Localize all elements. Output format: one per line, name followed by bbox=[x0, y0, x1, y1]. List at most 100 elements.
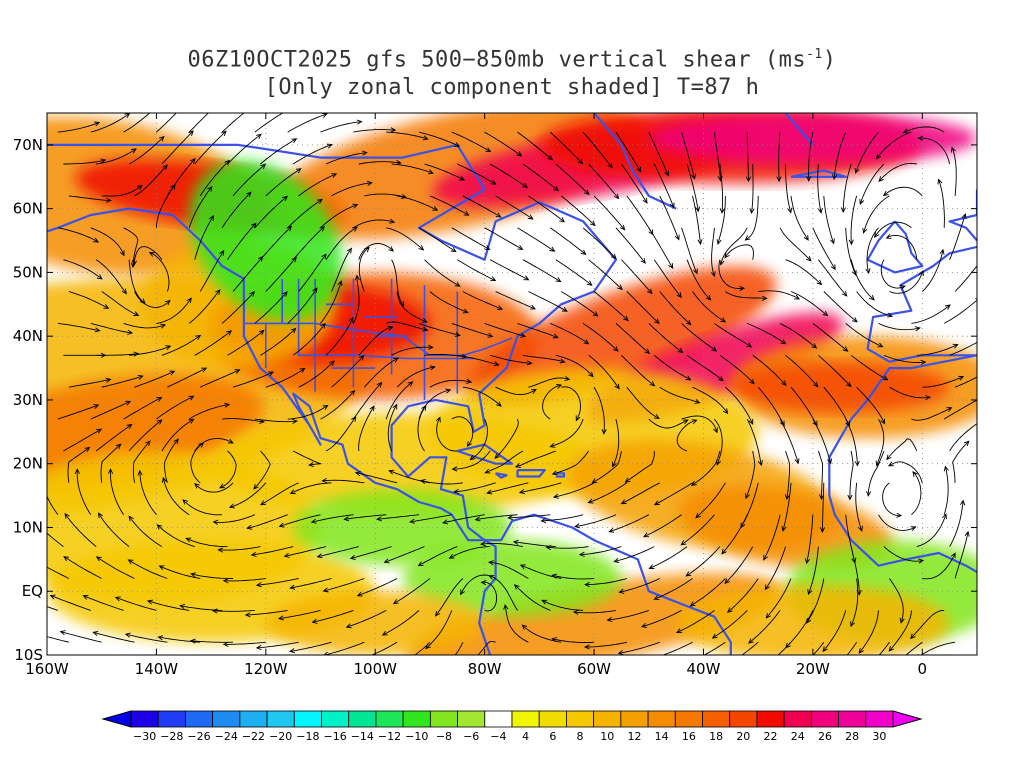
streamline-arrowhead bbox=[583, 644, 590, 650]
streamline bbox=[549, 131, 583, 164]
streamline-arrowhead bbox=[131, 259, 138, 266]
streamline bbox=[57, 404, 99, 420]
streamline-arrowhead bbox=[156, 397, 163, 402]
streamline-arrowhead bbox=[817, 207, 823, 214]
streamline bbox=[686, 546, 721, 577]
streamline-arrowhead bbox=[421, 318, 428, 323]
streamline-arrowhead bbox=[207, 185, 213, 192]
colorbar-label: −16 bbox=[323, 730, 346, 743]
streamline-arrowhead bbox=[858, 648, 864, 654]
streamline bbox=[358, 326, 393, 356]
streamline-arrowhead bbox=[942, 513, 947, 520]
streamline-arrowhead bbox=[277, 615, 284, 621]
streamline-arrowhead bbox=[522, 182, 528, 188]
streamline bbox=[662, 641, 693, 655]
streamline-arrowhead bbox=[435, 416, 441, 423]
streamline bbox=[134, 291, 171, 308]
streamline-arrowhead bbox=[463, 210, 470, 216]
colorbar-swatch bbox=[239, 710, 268, 728]
streamline-arrowhead bbox=[588, 371, 594, 378]
lat-tick-label: 70N bbox=[13, 136, 43, 154]
streamline bbox=[200, 369, 240, 388]
streamline bbox=[470, 418, 488, 460]
streamline bbox=[582, 131, 613, 168]
colorbar-label: 28 bbox=[845, 730, 859, 743]
streamline bbox=[451, 322, 493, 338]
streamline-arrowhead bbox=[757, 667, 762, 671]
coastline bbox=[494, 472, 508, 479]
streamline bbox=[842, 163, 852, 213]
streamline-arrowhead bbox=[289, 648, 296, 654]
streamline-arrowhead bbox=[804, 558, 810, 565]
streamline bbox=[47, 606, 59, 611]
streamline bbox=[387, 404, 398, 452]
streamline-arrowhead bbox=[92, 630, 99, 636]
streamline-arrowhead bbox=[246, 191, 252, 198]
streamline bbox=[764, 546, 786, 590]
streamline bbox=[287, 199, 323, 229]
streamline-arrowhead bbox=[685, 375, 692, 381]
streamline bbox=[287, 113, 327, 133]
title-prefix: 06Z10OCT2025 gfs 500−850mb vertical shea… bbox=[187, 47, 807, 73]
streamline-arrowhead bbox=[724, 578, 730, 585]
streamline-arrowhead bbox=[584, 581, 590, 588]
streamline-arrowhead bbox=[545, 544, 552, 551]
streamline-arrowhead bbox=[148, 252, 155, 257]
streamline-arrowhead bbox=[107, 468, 114, 474]
streamline-arrowhead bbox=[765, 612, 771, 619]
streamline bbox=[686, 163, 699, 212]
streamline bbox=[125, 633, 168, 643]
streamline-arrowhead bbox=[640, 622, 647, 628]
streamline-arrowhead bbox=[407, 381, 414, 387]
streamline bbox=[763, 514, 781, 561]
streamline bbox=[223, 641, 266, 645]
shading-patch bbox=[730, 361, 950, 413]
streamline bbox=[323, 641, 365, 655]
streamline-arrowhead bbox=[521, 624, 528, 630]
streamline bbox=[457, 354, 499, 366]
streamline bbox=[312, 609, 354, 623]
lon-tick-label: 40W bbox=[687, 660, 721, 678]
streamline-arrowhead bbox=[119, 250, 125, 257]
streamline-arrowhead bbox=[664, 170, 669, 177]
coastline bbox=[516, 469, 546, 478]
streamline bbox=[159, 565, 201, 579]
streamline-arrowhead bbox=[840, 207, 846, 214]
colorbar-label: −28 bbox=[160, 730, 183, 743]
streamline bbox=[779, 418, 799, 464]
streamline bbox=[882, 482, 902, 517]
streamline bbox=[922, 553, 956, 580]
streamline bbox=[194, 482, 234, 493]
streamline-arrowhead bbox=[727, 607, 733, 613]
streamline-arrowhead bbox=[290, 327, 297, 334]
streamline-arrowhead bbox=[376, 381, 383, 388]
streamline-arrowhead bbox=[614, 383, 620, 390]
streamline bbox=[588, 482, 628, 504]
streamline bbox=[64, 513, 97, 547]
streamline-arrowhead bbox=[497, 305, 504, 310]
streamline bbox=[109, 469, 124, 515]
streamline-arrowhead bbox=[495, 212, 502, 218]
streamline bbox=[653, 259, 682, 298]
streamline bbox=[320, 390, 355, 420]
colorbar-swatch bbox=[321, 710, 350, 728]
streamline bbox=[856, 291, 893, 317]
streamline bbox=[621, 259, 653, 294]
streamline-arrowhead bbox=[93, 404, 100, 410]
streamline bbox=[751, 163, 754, 214]
streamline bbox=[344, 514, 387, 520]
streamline bbox=[63, 556, 102, 579]
chart-title-line1: 06Z10OCT2025 gfs 500−850mb vertical shea… bbox=[0, 47, 1024, 72]
streamline-arrowhead bbox=[939, 248, 945, 255]
streamline-arrowhead bbox=[669, 202, 675, 209]
streamline-arrowhead bbox=[749, 378, 755, 385]
streamline bbox=[83, 595, 124, 611]
streamline bbox=[607, 609, 649, 621]
streamline bbox=[227, 330, 265, 356]
streamline bbox=[232, 371, 274, 388]
streamline bbox=[889, 270, 924, 294]
streamline bbox=[451, 227, 490, 250]
streamline-arrowhead bbox=[28, 631, 33, 635]
colorbar-swatch bbox=[620, 710, 649, 728]
streamline-arrowhead bbox=[781, 380, 787, 387]
